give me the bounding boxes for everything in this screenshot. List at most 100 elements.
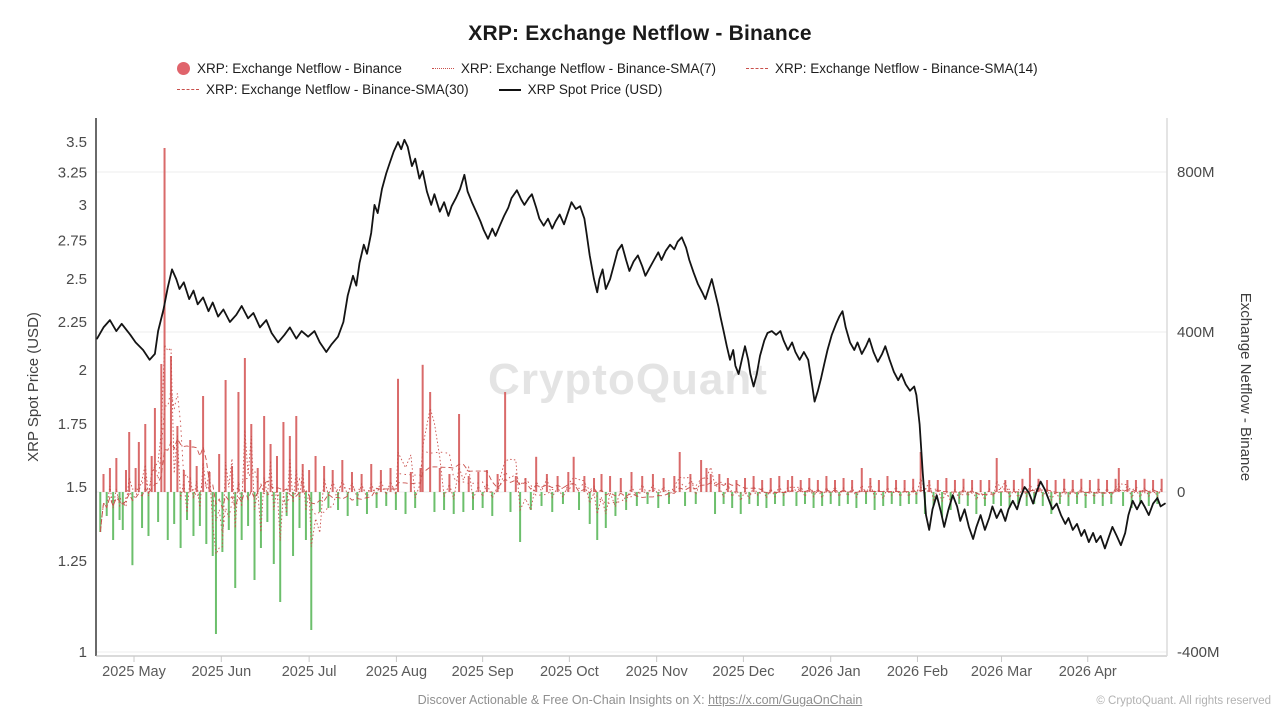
netflow-bar [899,492,902,506]
netflow-bar [1004,480,1007,492]
netflow-bar [467,476,470,492]
netflow-bar [1050,492,1053,514]
netflow-bar [1041,492,1044,506]
x-axis-tick-label: 2025 Sep [452,664,514,680]
netflow-bar [1080,478,1083,492]
right-axis-tick-label: -400M [1177,644,1220,661]
netflow-bar [596,492,599,540]
x-axis-tick-label: 2025 Oct [540,664,599,680]
netflow-bar [646,492,649,504]
netflow-bar [735,480,738,492]
netflow-bar [774,492,777,504]
netflow-bar [825,476,828,492]
netflow-bar [786,480,789,492]
netflow-bar [189,440,192,492]
netflow-bar [327,492,330,508]
netflow-bar [895,480,898,492]
netflow-bar [421,364,424,492]
netflow-bar [195,466,198,492]
netflow-bar [907,492,910,504]
netflow-bar [915,492,918,504]
netflow-bar [756,492,759,506]
netflow-bar [514,476,517,492]
netflow-bar [304,492,307,540]
netflow-bar [865,492,868,504]
netflow-bar [829,492,832,504]
netflow-bar [593,478,596,492]
netflow-bar [540,492,543,506]
netflow-bar [182,470,185,492]
netflow-bar [433,492,436,512]
legend-item-netflow[interactable]: XRP: Exchange Netflow - Binance [177,61,402,76]
footer-text: Discover Actionable & Free On-Chain Insi… [417,693,709,707]
x-axis-tick-label: 2025 May [102,664,166,680]
netflow-bar [919,452,922,492]
netflow-bar [795,492,798,506]
legend-item-sma7[interactable]: XRP: Exchange Netflow - Binance-SMA(7) [431,61,716,76]
netflow-bar [259,492,262,548]
netflow-bar [346,492,349,516]
netflow-circle-icon [177,62,190,75]
netflow-bar [588,492,591,524]
netflow-bar [1088,480,1091,492]
netflow-bar [250,424,253,492]
netflow-bar [769,478,772,492]
netflow-bar [651,474,654,492]
legend-item-sma30[interactable]: XRP: Exchange Netflow - Binance-SMA(30) [177,82,469,97]
netflow-bar [731,492,734,508]
netflow-bar [855,492,858,508]
netflow-bar [808,478,811,492]
netflow-bar [496,474,499,492]
netflow-bar [694,492,697,504]
netflow-bar [218,454,221,492]
netflow-bar [700,460,703,492]
netflow-bar [1130,492,1133,508]
netflow-bar [1114,478,1117,492]
netflow-bar [414,492,417,508]
netflow-bar [722,492,725,504]
chart-title: XRP: Exchange Netflow - Binance [468,22,812,45]
netflow-bar [1143,478,1146,492]
netflow-bar [186,492,189,520]
netflow-bar [144,424,147,492]
netflow-bar [635,492,638,506]
footer-link[interactable]: https://x.com/GugaOnChain [708,693,863,707]
netflow-bar [619,478,622,492]
netflow-bar [684,492,687,506]
netflow-bar [765,492,768,508]
netflow-bar [657,492,660,508]
netflow-bar [583,476,586,492]
netflow-bar [545,474,548,492]
netflow-bar [567,472,570,492]
netflow-bar [153,408,156,492]
netflow-bar [953,480,956,492]
netflow-bar [350,472,353,492]
x-axis-tick-label: 2026 Jan [801,664,861,680]
netflow-bar [224,380,227,492]
netflow-bar [115,458,118,492]
netflow-bar [572,456,575,492]
netflow-bar [157,492,160,522]
netflow-bar [337,492,340,510]
netflow-bar [1008,492,1011,508]
netflow-bar [477,472,480,492]
legend-row-1: XRP: Exchange Netflow - Binance XRP: Exc… [177,61,1038,76]
netflow-bar [147,492,150,536]
netflow-bar [1122,492,1125,506]
netflow-bar [1152,480,1155,492]
netflow-bar [341,460,344,492]
netflow-bar [999,492,1002,506]
legend-item-sma14[interactable]: XRP: Exchange Netflow - Binance-SMA(14) [745,61,1038,76]
sma30-line-icon [177,89,199,90]
right-axis-tick-label: 0 [1177,484,1185,501]
netflow-bar [192,492,195,536]
netflow-bar [882,492,885,506]
netflow-bar [285,492,288,516]
netflow-bar [609,476,612,492]
legend-item-spot-price[interactable]: XRP Spot Price (USD) [498,82,662,97]
spot-price-line [96,138,1166,550]
netflow-bar [237,392,240,492]
netflow-bar [292,492,295,556]
netflow-bar [134,468,137,492]
